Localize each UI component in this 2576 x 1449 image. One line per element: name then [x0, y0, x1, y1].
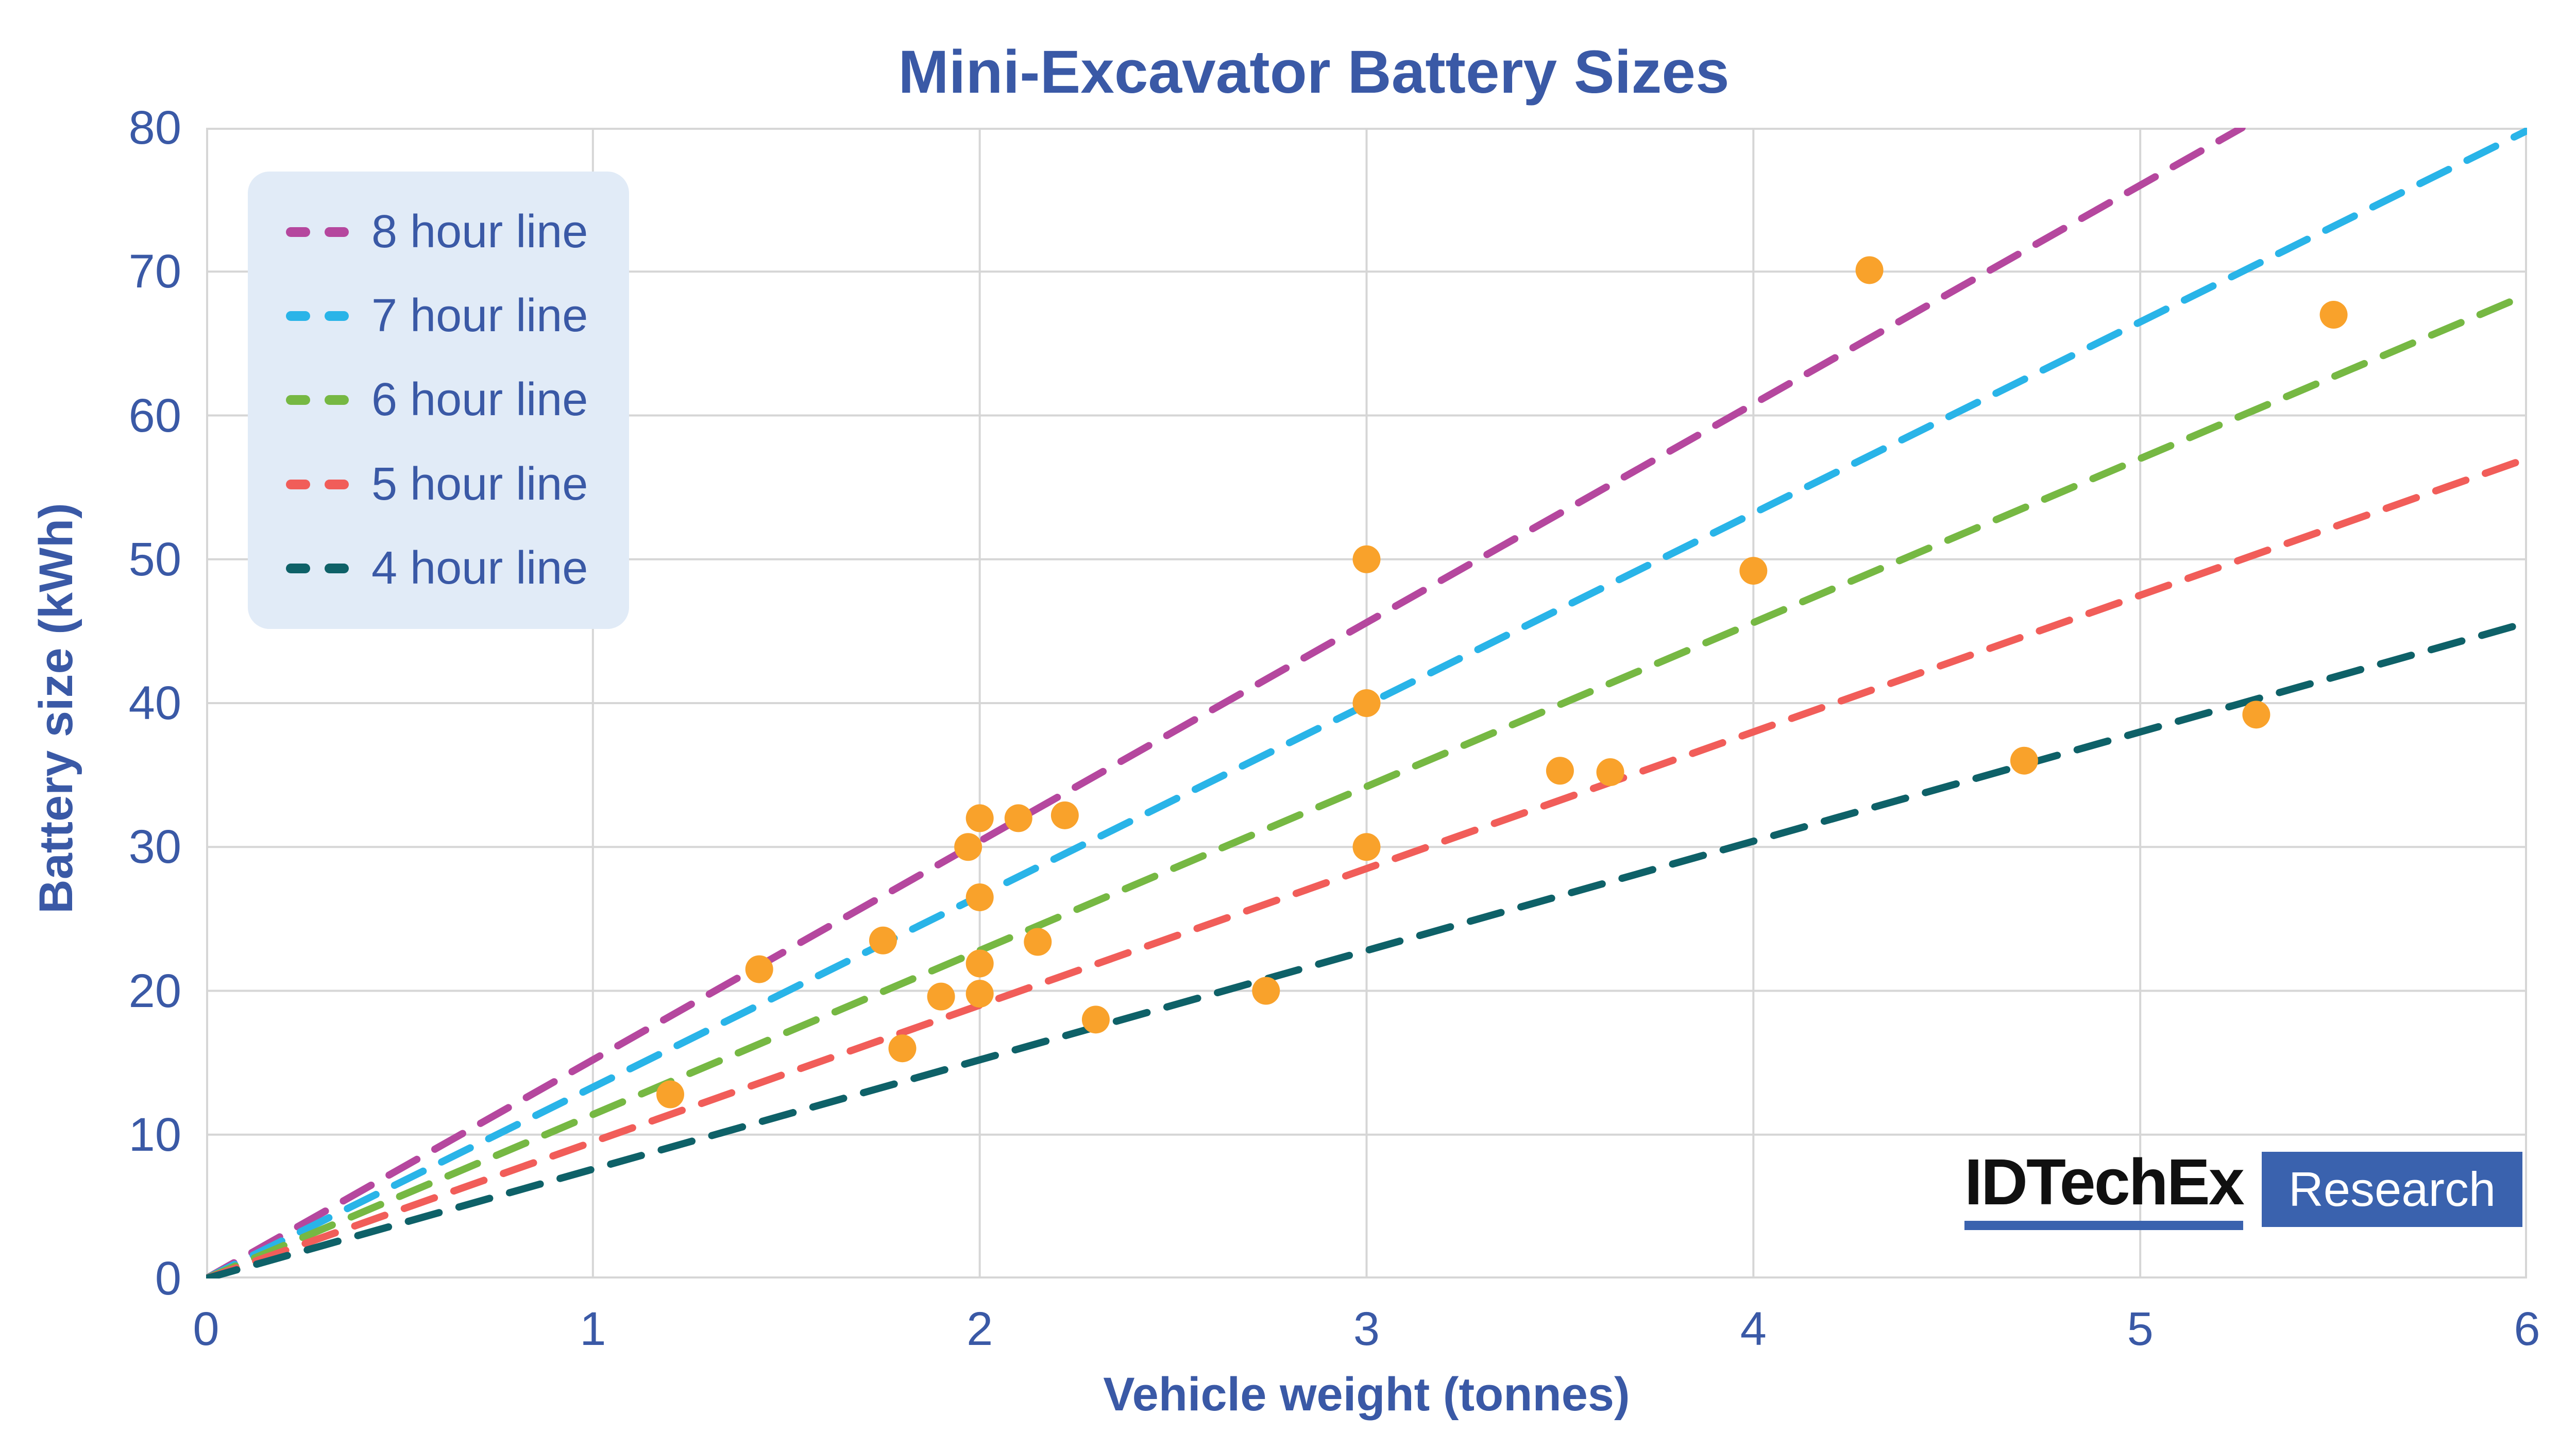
- legend-item-7-hour: 7 hour line: [286, 289, 629, 343]
- y-tick-label-70: 70: [128, 245, 181, 298]
- data-point: [745, 955, 773, 983]
- data-point: [1596, 758, 1624, 787]
- dashed-line-icon: [286, 479, 349, 489]
- legend-dash-icon: [325, 311, 349, 321]
- dashed-line-icon: [286, 395, 349, 405]
- data-point: [1352, 545, 1381, 573]
- legend-dash-icon: [325, 563, 349, 573]
- research-text: Research: [2288, 1162, 2496, 1216]
- x-tick-label-1: 1: [580, 1303, 606, 1355]
- data-point: [1546, 757, 1574, 785]
- dashed-line-icon: [286, 227, 349, 237]
- data-point: [656, 1080, 684, 1109]
- data-point: [1352, 689, 1381, 717]
- x-tick-label-4: 4: [1740, 1303, 1767, 1355]
- chart-title: Mini-Excavator Battery Sizes: [898, 38, 1730, 106]
- idtechex-brand-text: IDTechEx: [1964, 1146, 2245, 1218]
- y-tick-label-80: 80: [128, 101, 181, 154]
- legend-dash-icon: [286, 395, 310, 405]
- data-point: [965, 883, 994, 911]
- legend-label: 7 hour line: [371, 290, 588, 342]
- data-point: [869, 926, 897, 954]
- legend-dash-icon: [325, 395, 349, 405]
- legend-label: 4 hour line: [371, 542, 588, 594]
- idtechex-brand: IDTechEx: [1964, 1146, 2245, 1230]
- data-point: [1739, 557, 1768, 585]
- dashed-line-icon: [286, 563, 349, 573]
- data-point: [965, 980, 994, 1008]
- legend-dash-icon: [286, 227, 310, 237]
- data-point: [965, 804, 994, 832]
- data-point: [2010, 746, 2038, 775]
- data-point: [1024, 928, 1052, 956]
- legend-dash-icon: [325, 479, 349, 489]
- y-tick-label-60: 60: [128, 389, 181, 442]
- y-tick-label-20: 20: [128, 964, 181, 1017]
- data-point: [2319, 301, 2348, 329]
- legend-item-8-hour: 8 hour line: [286, 206, 629, 259]
- legend-item-6-hour: 6 hour line: [286, 373, 629, 427]
- data-point: [1252, 977, 1280, 1005]
- x-tick-label-5: 5: [2127, 1303, 2154, 1355]
- legend: 8 hour line 7 hour line 6 hour line 5 hour …: [248, 172, 629, 629]
- data-point: [1081, 1005, 1110, 1034]
- hour-line-5: [206, 455, 2527, 1278]
- legend-dash-icon: [286, 479, 310, 489]
- y-tick-label-0: 0: [155, 1252, 181, 1305]
- hour-line-4: [206, 619, 2527, 1278]
- x-tick-label-0: 0: [193, 1303, 219, 1355]
- data-point: [965, 949, 994, 978]
- legend-label: 8 hour line: [371, 206, 588, 258]
- plot-border: [206, 128, 2527, 1278]
- data-point: [954, 833, 982, 861]
- hour-line-6: [206, 291, 2527, 1278]
- data-point: [1855, 256, 1884, 284]
- y-tick-label-30: 30: [128, 821, 181, 874]
- legend-label: 6 hour line: [371, 374, 588, 426]
- hour-line-8: [206, 128, 2246, 1278]
- data-point: [927, 982, 955, 1011]
- x-axis-label: Vehicle weight (tonnes): [1103, 1368, 1630, 1421]
- research-box: Research: [2261, 1152, 2523, 1227]
- data-point: [1004, 804, 1032, 832]
- legend-dash-icon: [325, 227, 349, 237]
- y-tick-label-10: 10: [128, 1108, 181, 1161]
- legend-item-4-hour: 4 hour line: [286, 542, 629, 595]
- idtechex-brand-underline: [1964, 1221, 2243, 1230]
- legend-item-5-hour: 5 hour line: [286, 458, 629, 511]
- y-tick-label-40: 40: [128, 677, 181, 729]
- data-point: [888, 1034, 917, 1063]
- data-point: [2242, 701, 2270, 729]
- y-axis-label: Battery size (kWh): [30, 503, 82, 914]
- x-tick-label-3: 3: [1353, 1303, 1380, 1355]
- dashed-line-icon: [286, 311, 349, 321]
- x-tick-label-2: 2: [967, 1303, 993, 1355]
- x-tick-label-6: 6: [2514, 1303, 2540, 1355]
- y-tick-label-50: 50: [128, 533, 181, 586]
- data-point: [1352, 833, 1381, 861]
- data-point: [1050, 801, 1079, 829]
- legend-dash-icon: [286, 311, 310, 321]
- idtechex-logo: IDTechEx Research: [1964, 1146, 2523, 1230]
- legend-label: 5 hour line: [371, 458, 588, 510]
- legend-dash-icon: [286, 563, 310, 573]
